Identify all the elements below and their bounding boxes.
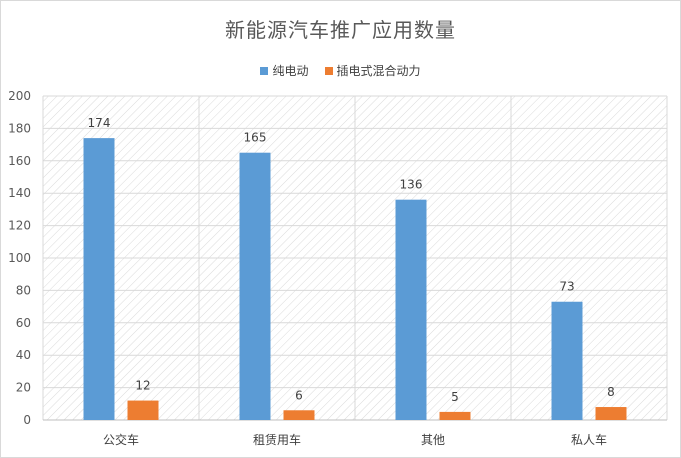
legend-label-series-1: 纯电动 bbox=[272, 64, 309, 78]
legend-swatch-series-1 bbox=[260, 66, 269, 75]
data-label: 136 bbox=[400, 178, 423, 192]
x-tick-label: 其他 bbox=[421, 433, 445, 447]
x-tick-label: 私人车 bbox=[571, 432, 607, 447]
y-tick-label: 120 bbox=[8, 219, 31, 233]
y-tick-label: 0 bbox=[23, 413, 31, 427]
bar-series-1 bbox=[239, 152, 271, 420]
bar-series-2 bbox=[127, 400, 159, 420]
y-tick-label: 80 bbox=[16, 283, 31, 297]
y-tick-label: 140 bbox=[8, 186, 31, 200]
chart-title: 新能源汽车推广应用数量 bbox=[225, 18, 456, 42]
data-label: 165 bbox=[244, 131, 267, 145]
bar-series-2 bbox=[595, 407, 627, 420]
data-label: 174 bbox=[88, 116, 111, 130]
chart-legend: 纯电动 插电式混合动力 bbox=[0, 62, 681, 79]
legend-label-series-2: 插电式混合动力 bbox=[336, 64, 421, 78]
x-tick-label: 公交车 bbox=[103, 432, 139, 447]
data-label: 12 bbox=[135, 379, 150, 393]
data-label: 6 bbox=[295, 388, 303, 402]
y-tick-label: 160 bbox=[8, 154, 31, 168]
y-tick-label: 20 bbox=[16, 381, 31, 395]
bar-series-1 bbox=[551, 301, 583, 420]
bar-series-1 bbox=[395, 199, 427, 420]
legend-swatch-series-2 bbox=[324, 66, 333, 75]
y-tick-label: 100 bbox=[8, 251, 31, 265]
legend-item-series-2: 插电式混合动力 bbox=[324, 62, 421, 79]
x-tick-label: 租赁用车 bbox=[253, 432, 301, 447]
legend-item-series-1: 纯电动 bbox=[260, 62, 309, 79]
bar-series-2 bbox=[439, 411, 471, 420]
data-label: 73 bbox=[559, 280, 574, 294]
data-label: 8 bbox=[607, 385, 615, 399]
bar-series-2 bbox=[283, 410, 315, 420]
y-tick-label: 60 bbox=[16, 316, 31, 330]
bar-series-1 bbox=[83, 138, 115, 420]
y-tick-label: 40 bbox=[16, 348, 31, 362]
y-tick-label: 180 bbox=[8, 121, 31, 135]
data-label: 5 bbox=[451, 390, 459, 404]
y-tick-label: 200 bbox=[8, 89, 31, 103]
